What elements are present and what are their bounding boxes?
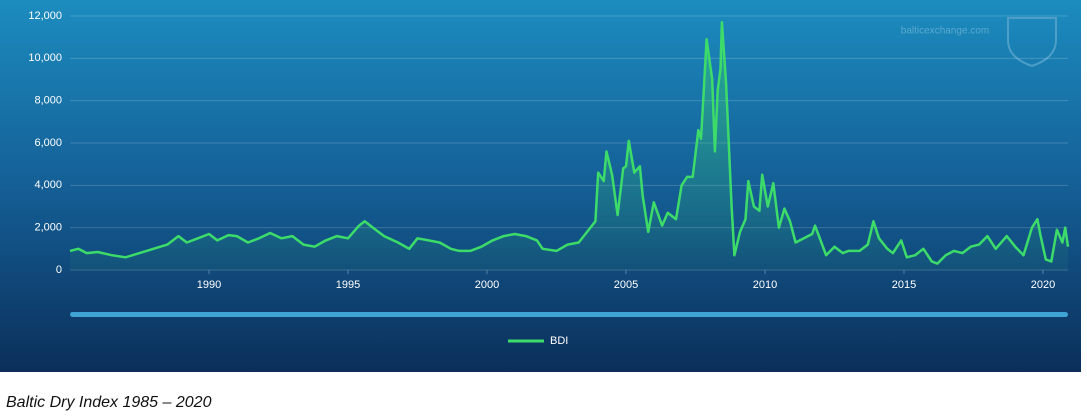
y-tick-label: 0 (56, 264, 62, 276)
y-tick-label: 6,000 (34, 137, 62, 149)
y-tick-label: 8,000 (34, 95, 62, 107)
chart-background (0, 0, 1081, 372)
x-tick-label: 1990 (197, 279, 221, 291)
x-tick-label: 2005 (614, 279, 638, 291)
range-bar (70, 312, 1068, 317)
line (69, 21, 1070, 265)
y-tick-label: 10,000 (28, 52, 62, 64)
watermark: balticexchange.com (901, 26, 989, 37)
x-tick-label: 2010 (753, 279, 777, 291)
area (70, 22, 1068, 270)
watermark-logo (1007, 17, 1057, 68)
x-tick-label: 2020 (1031, 279, 1055, 291)
caption: Baltic Dry Index 1985 – 2020 (6, 394, 212, 411)
legend-label: BDI (550, 335, 568, 347)
x-tick-label: 2000 (475, 279, 499, 291)
x-tick-label: 2015 (892, 279, 916, 291)
y-tick-label: 2,000 (34, 222, 62, 234)
x-tick-label: 1995 (336, 279, 360, 291)
y-tick-label: 4,000 (34, 179, 62, 191)
chart: balticexchange.com 0 2,000 4,000 6,000 8,000… (0, 0, 1081, 372)
y-tick-label: 12,000 (28, 10, 62, 22)
